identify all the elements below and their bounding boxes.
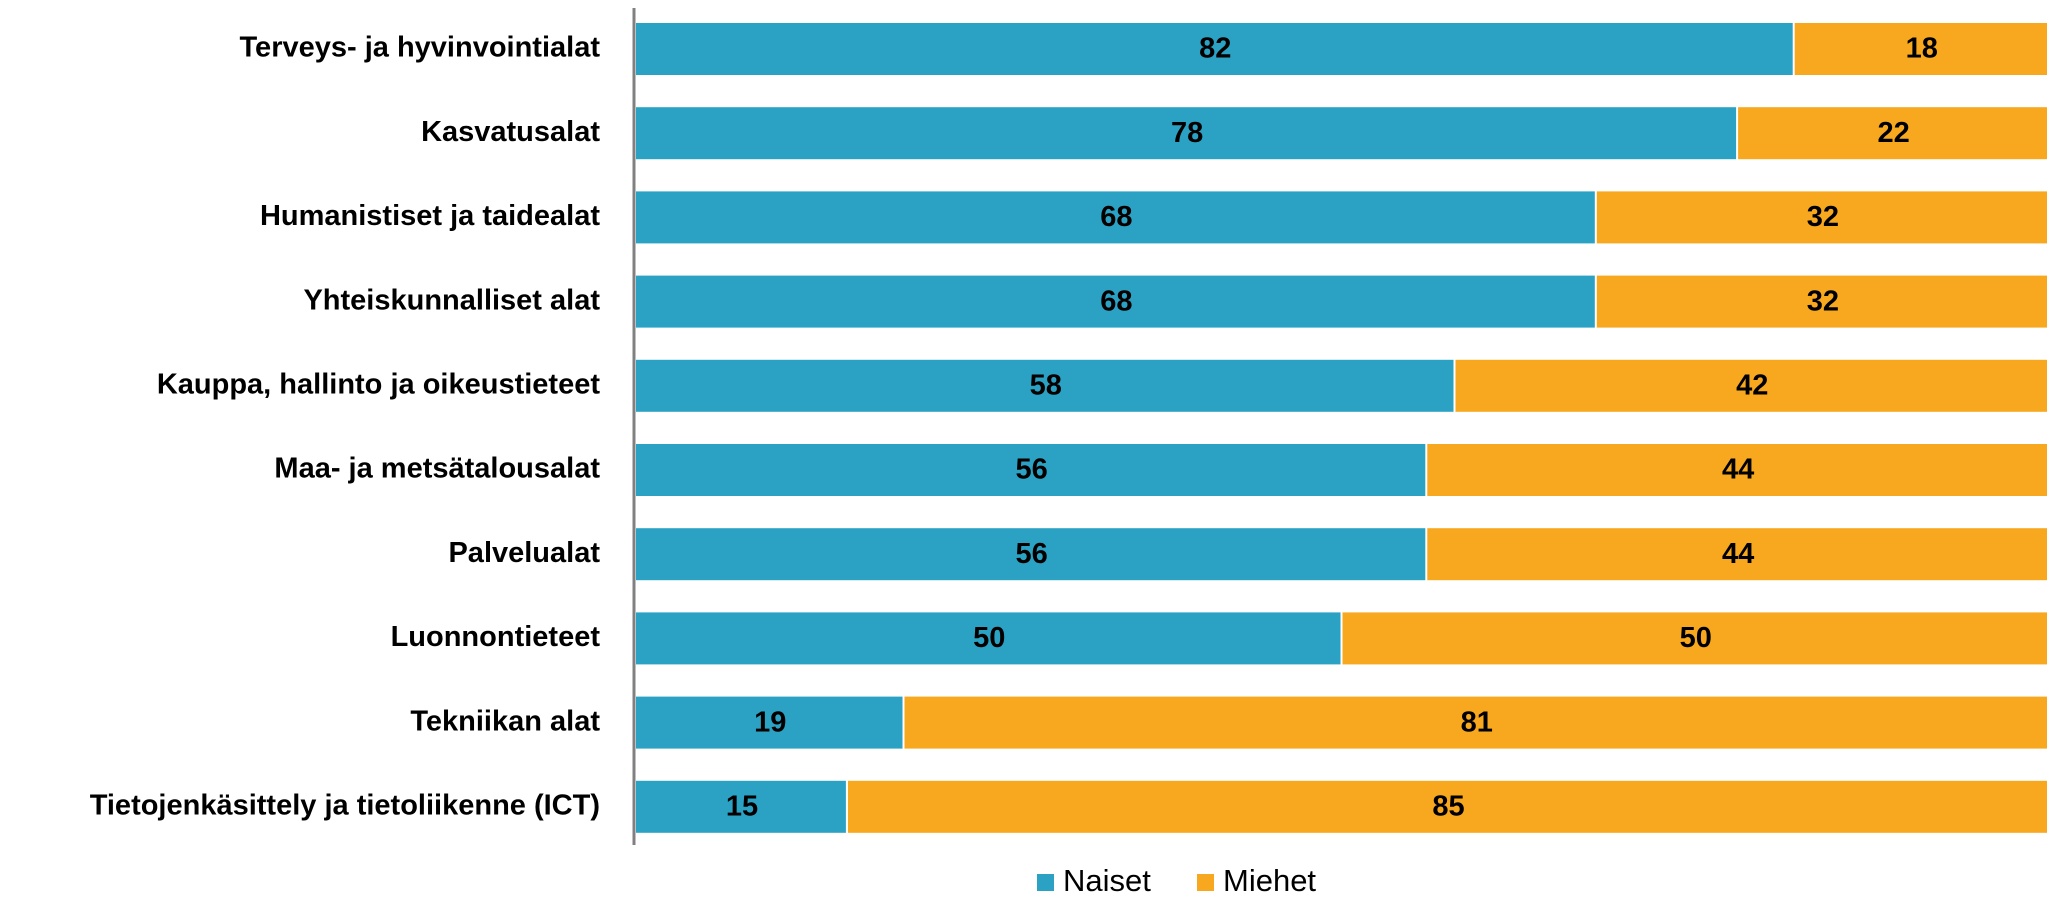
bars-group xyxy=(636,23,2047,833)
bar-miehet xyxy=(1455,359,2047,412)
category-label: Tietojenkäsittely ja tietoliikenne (ICT) xyxy=(90,789,600,821)
value-label-miehet: 22 xyxy=(1877,117,1909,149)
value-label-naiset: 56 xyxy=(1015,538,1047,570)
value-label-naiset: 19 xyxy=(754,706,786,738)
bar-miehet xyxy=(1342,612,2047,665)
value-label-naiset: 15 xyxy=(726,790,758,822)
category-labels: Terveys- ja hyvinvointialat Kasvatusalat H… xyxy=(90,32,601,822)
value-label-miehet: 85 xyxy=(1432,790,1464,822)
category-label: Luonnontieteet xyxy=(391,621,601,653)
bar-miehet xyxy=(1427,444,2047,496)
value-label-miehet: 32 xyxy=(1807,201,1839,233)
bar-naiset xyxy=(636,528,1426,581)
bar-naiset xyxy=(636,612,1341,665)
value-label-naiset: 58 xyxy=(1030,369,1062,401)
bar-miehet xyxy=(1596,191,2047,244)
bar-naiset xyxy=(636,444,1426,496)
category-label: Yhteiskunnalliset alat xyxy=(303,284,600,316)
bar-miehet xyxy=(1738,107,2047,160)
bar-naiset xyxy=(636,696,903,749)
bar-naiset xyxy=(636,191,1595,244)
category-label: Humanistiset ja taidealat xyxy=(260,200,600,232)
bar-miehet xyxy=(1794,23,2047,75)
value-label-miehet: 42 xyxy=(1736,369,1768,401)
value-label-miehet: 81 xyxy=(1461,706,1493,738)
bar-naiset xyxy=(636,23,1793,75)
category-label: Maa- ja metsätalousalat xyxy=(274,453,600,485)
value-label-miehet: 50 xyxy=(1680,622,1712,654)
value-label-naiset: 78 xyxy=(1171,117,1203,149)
value-label-naiset: 82 xyxy=(1199,33,1231,65)
value-label-miehet: 32 xyxy=(1807,285,1839,317)
value-label-naiset: 68 xyxy=(1100,201,1132,233)
category-label: Terveys- ja hyvinvointialat xyxy=(240,32,601,64)
legend: Naiset Miehet xyxy=(1037,863,1316,898)
bar-naiset xyxy=(636,107,1737,160)
bar-naiset xyxy=(636,275,1595,328)
legend-swatch-naiset xyxy=(1037,874,1054,891)
bar-miehet xyxy=(1427,528,2047,581)
value-label-miehet: 44 xyxy=(1722,538,1754,570)
value-label-miehet: 18 xyxy=(1906,33,1938,65)
value-label-miehet: 44 xyxy=(1722,454,1754,486)
category-label: Kauppa, hallinto ja oikeustieteet xyxy=(157,368,600,400)
value-label-naiset: 56 xyxy=(1015,454,1047,486)
bar-naiset xyxy=(636,780,846,833)
bar-miehet xyxy=(848,780,2047,833)
bar-naiset xyxy=(636,359,1454,412)
category-label: Palvelualat xyxy=(448,537,600,569)
category-label: Tekniikan alat xyxy=(410,705,600,737)
bar-miehet xyxy=(1596,275,2047,328)
category-label: Kasvatusalat xyxy=(421,116,600,148)
legend-label-naiset: Naiset xyxy=(1063,863,1151,898)
value-label-naiset: 68 xyxy=(1100,285,1132,317)
value-label-naiset: 50 xyxy=(973,622,1005,654)
legend-label-miehet: Miehet xyxy=(1223,863,1316,898)
legend-swatch-miehet xyxy=(1197,874,1214,891)
value-labels: 82 18 78 22 68 32 68 32 58 42 56 44 56 44 50 50 19 81 15 85 xyxy=(726,33,1938,823)
bar-miehet xyxy=(904,696,2047,749)
